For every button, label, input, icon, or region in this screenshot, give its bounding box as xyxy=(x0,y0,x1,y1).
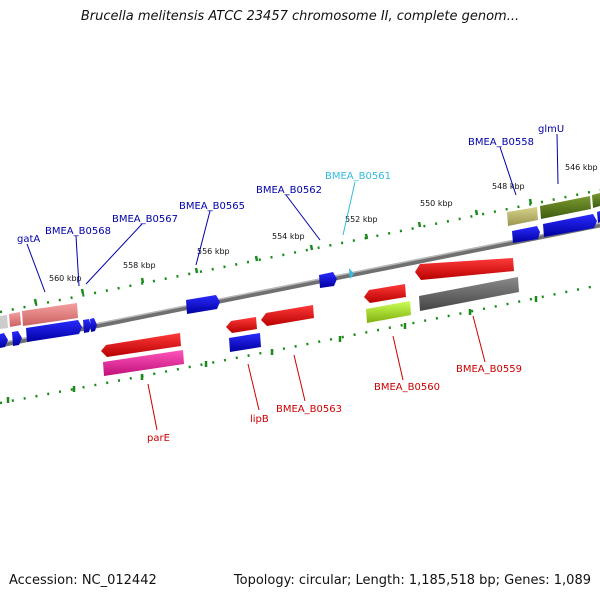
gene-arrow-red-b0560 xyxy=(364,284,406,303)
gene-label-bmea-b0567: BMEA_B0567 xyxy=(112,214,178,225)
gene-arrow-red-b0563 xyxy=(261,305,314,326)
gene-label-glmu: glmU xyxy=(538,124,564,135)
gene-block-magenta xyxy=(103,350,184,376)
accession-text: Accession: NC_012442 xyxy=(9,573,157,588)
gene-label-bmea-b0560: BMEA_B0560 xyxy=(374,382,440,393)
gene-block-blue-lipb xyxy=(229,333,261,352)
inner-strand-features xyxy=(101,258,519,376)
gene-arrow-red-large xyxy=(415,258,514,280)
leader-lines xyxy=(26,133,559,431)
upper-tick-ring xyxy=(0,188,600,314)
gene-arrow-blue-2 xyxy=(543,214,597,237)
gene-arrow-blue-small xyxy=(319,272,337,288)
gene-arrow-red-pare xyxy=(101,333,181,357)
scale-label-548: 548 kbp xyxy=(492,182,525,191)
gene-block-blue-edge xyxy=(597,211,600,223)
gene-arrow-red-lipb xyxy=(226,317,257,333)
scale-label-546: 546 kbp xyxy=(565,163,598,172)
gene-label-bmea-b0561: BMEA_B0561 xyxy=(325,171,391,182)
gene-label-lipb: lipB xyxy=(250,414,269,425)
gene-block-olive-edge xyxy=(592,193,600,208)
gene-block-glmu xyxy=(540,196,591,219)
gene-arrow-blue-tiny-3 xyxy=(12,331,22,346)
gene-block-olive xyxy=(507,207,538,226)
gene-block-gray-edge xyxy=(0,315,8,329)
gene-label-bmea-b0565: BMEA_B0565 xyxy=(179,201,245,212)
gene-arrow-blue-tiny-1 xyxy=(83,319,91,333)
gene-arrow-blue-tiny-4 xyxy=(0,333,8,348)
gene-arrow-blue-tiny-2 xyxy=(90,318,97,332)
upper-major-ticks xyxy=(33,198,533,305)
gene-label-bmea-b0559: BMEA_B0559 xyxy=(456,364,522,375)
scale-label-550: 550 kbp xyxy=(420,199,453,208)
topology-text: Topology: circular; Length: 1,185,518 bp… xyxy=(233,573,591,588)
scale-label-556: 556 kbp xyxy=(197,247,230,256)
gene-arrow-blue-1 xyxy=(512,226,540,243)
gene-label-gata: gatA xyxy=(17,234,40,245)
scale-label-554: 554 kbp xyxy=(272,232,305,241)
gene-arrow-blue-left xyxy=(26,320,82,342)
gene-label-bmea-b0558: BMEA_B0558 xyxy=(468,137,534,148)
gene-label-pare: parE xyxy=(147,433,170,444)
gene-arrow-blue-mid xyxy=(186,295,220,314)
lower-major-ticks xyxy=(6,296,538,403)
outer-strand-features xyxy=(0,193,600,348)
gene-block-salmon xyxy=(22,303,78,326)
gene-label-bmea-b0568: BMEA_B0568 xyxy=(45,226,111,237)
scale-label-560: 560 kbp xyxy=(49,274,82,283)
gene-label-bmea-b0563: BMEA_B0563 xyxy=(276,404,342,415)
map-title: Brucella melitensis ATCC 23457 chromosom… xyxy=(80,9,520,24)
gene-block-gray xyxy=(419,277,519,311)
lower-tick-ring xyxy=(0,283,600,405)
gene-block-salmon-small xyxy=(9,312,21,327)
gene-label-bmea-b0562: BMEA_B0562 xyxy=(256,185,322,196)
gene-marker-cyan xyxy=(349,268,354,279)
gene-block-lime xyxy=(366,301,411,323)
scale-label-558: 558 kbp xyxy=(123,261,156,270)
scale-label-552: 552 kbp xyxy=(345,215,378,224)
